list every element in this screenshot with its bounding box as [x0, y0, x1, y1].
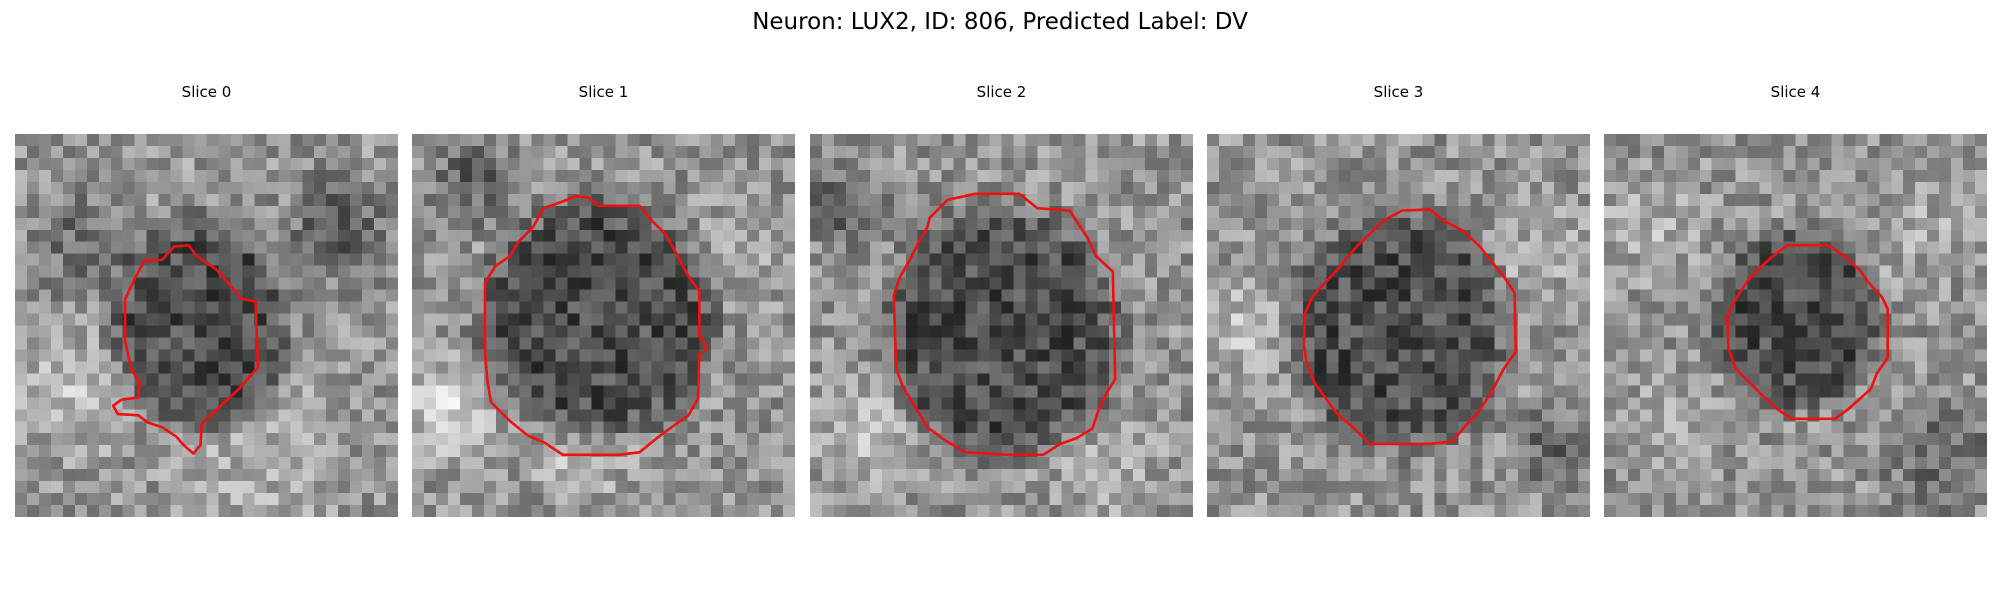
figure-title: Neuron: LUX2, ID: 806, Predicted Label: … — [752, 9, 1248, 35]
slice-title: Slice 1 — [578, 83, 629, 101]
slice-image — [1604, 134, 1987, 517]
slice-image — [412, 134, 795, 517]
slice-title: Slice 3 — [1373, 83, 1424, 101]
neuron-contour — [1725, 243, 1889, 421]
neuron-contour — [111, 243, 260, 455]
neuron-contour — [1302, 208, 1518, 446]
slice-title: Slice 0 — [181, 83, 232, 101]
slice-image — [1207, 134, 1590, 517]
slice-title: Slice 4 — [1770, 83, 1821, 101]
neuron-contour — [483, 194, 709, 457]
slice-title: Slice 2 — [976, 83, 1027, 101]
neuron-contour — [892, 192, 1117, 457]
slice-image — [15, 134, 398, 517]
slice-image — [810, 134, 1193, 517]
